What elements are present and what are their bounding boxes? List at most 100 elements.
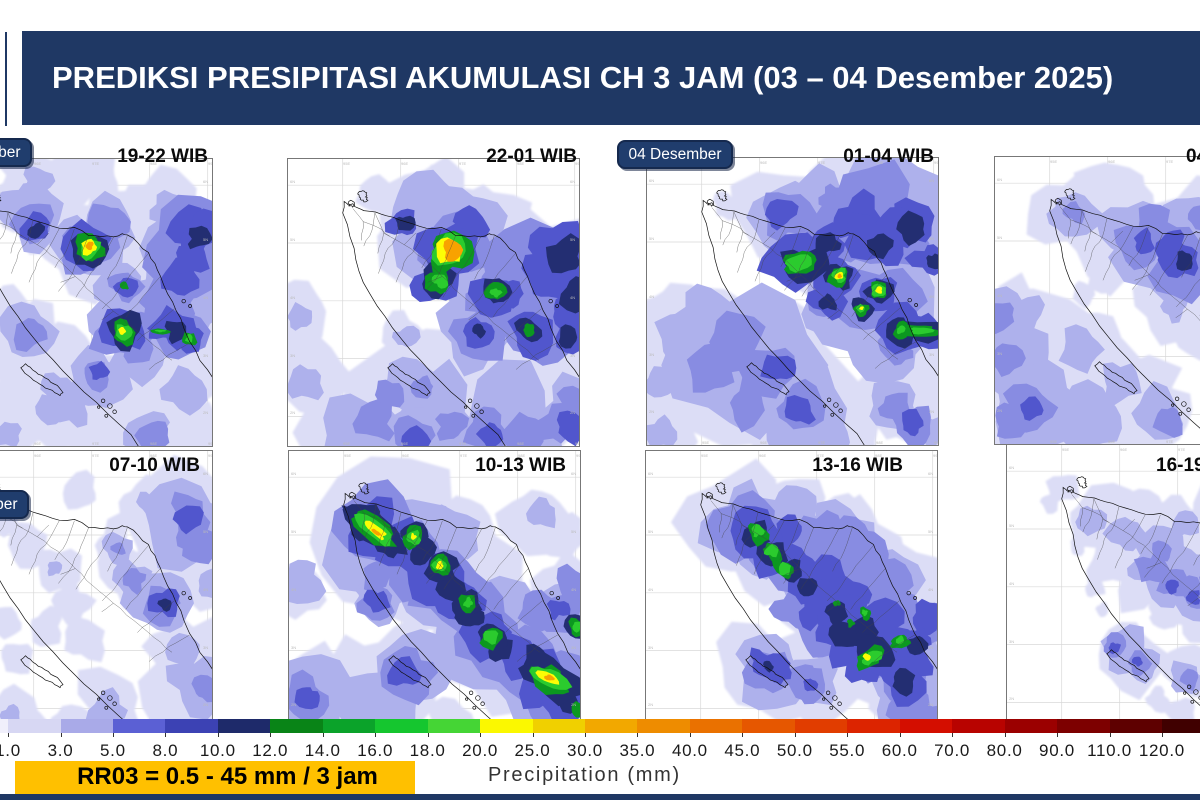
svg-text:95E: 95E: [343, 161, 350, 166]
svg-text:99E: 99E: [208, 161, 213, 166]
svg-text:6N: 6N: [928, 471, 933, 476]
svg-text:2N: 2N: [649, 409, 654, 414]
svg-text:95E: 95E: [702, 440, 709, 445]
svg-text:3N: 3N: [997, 351, 1002, 356]
svg-text:96E: 96E: [401, 441, 408, 446]
svg-text:6N: 6N: [997, 177, 1002, 182]
svg-text:3N: 3N: [203, 353, 208, 358]
svg-text:4N: 4N: [571, 587, 576, 592]
svg-text:98E: 98E: [518, 453, 525, 458]
svg-text:96E: 96E: [34, 161, 41, 166]
svg-text:99E: 99E: [575, 441, 580, 446]
svg-text:95E: 95E: [1050, 159, 1057, 164]
svg-text:96E: 96E: [401, 161, 408, 166]
svg-text:3N: 3N: [290, 353, 295, 358]
svg-text:95E: 95E: [1050, 439, 1057, 444]
svg-text:2N: 2N: [997, 408, 1002, 413]
svg-text:4N: 4N: [570, 295, 575, 300]
svg-text:5N: 5N: [997, 235, 1002, 240]
svg-text:2N: 2N: [291, 702, 296, 707]
svg-text:5N: 5N: [648, 529, 653, 534]
svg-text:99E: 99E: [576, 453, 581, 458]
svg-text:97E: 97E: [92, 441, 99, 446]
svg-text:98E: 98E: [150, 441, 157, 446]
svg-text:6N: 6N: [571, 471, 576, 476]
svg-text:96E: 96E: [402, 453, 409, 458]
svg-text:4N: 4N: [203, 295, 208, 300]
svg-text:3N: 3N: [928, 645, 933, 650]
svg-text:97E: 97E: [460, 453, 467, 458]
svg-text:96E: 96E: [759, 453, 766, 458]
svg-text:99E: 99E: [933, 453, 938, 458]
svg-text:3N: 3N: [571, 645, 576, 650]
svg-text:2N: 2N: [571, 702, 576, 707]
svg-text:6N: 6N: [203, 471, 208, 476]
svg-text:6N: 6N: [570, 179, 575, 184]
svg-text:3N: 3N: [291, 645, 296, 650]
svg-text:96E: 96E: [1108, 439, 1115, 444]
svg-text:2N: 2N: [570, 410, 575, 415]
svg-text:6N: 6N: [290, 179, 295, 184]
svg-text:4N: 4N: [290, 295, 295, 300]
svg-text:5N: 5N: [290, 237, 295, 242]
svg-text:5N: 5N: [571, 529, 576, 534]
svg-text:98E: 98E: [150, 161, 157, 166]
svg-text:6N: 6N: [929, 178, 934, 183]
svg-text:4N: 4N: [648, 587, 653, 592]
svg-text:5N: 5N: [649, 236, 654, 241]
svg-text:97E: 97E: [459, 441, 466, 446]
svg-text:98E: 98E: [517, 441, 524, 446]
svg-text:98E: 98E: [876, 160, 883, 165]
svg-text:96E: 96E: [760, 160, 767, 165]
svg-text:2N: 2N: [929, 409, 934, 414]
svg-text:97E: 97E: [818, 440, 825, 445]
svg-text:97E: 97E: [817, 453, 824, 458]
svg-text:97E: 97E: [1178, 447, 1185, 452]
svg-text:5N: 5N: [928, 529, 933, 534]
svg-text:5N: 5N: [929, 236, 934, 241]
svg-text:96E: 96E: [1108, 159, 1115, 164]
svg-text:97E: 97E: [459, 161, 466, 166]
svg-text:98E: 98E: [150, 453, 157, 458]
svg-text:96E: 96E: [34, 441, 41, 446]
svg-text:98E: 98E: [876, 440, 883, 445]
svg-text:4N: 4N: [997, 293, 1002, 298]
svg-text:6N: 6N: [1009, 465, 1014, 470]
svg-text:97E: 97E: [818, 160, 825, 165]
svg-text:2N: 2N: [928, 702, 933, 707]
svg-text:97E: 97E: [92, 161, 99, 166]
svg-text:99E: 99E: [934, 440, 939, 445]
svg-text:2N: 2N: [1009, 696, 1014, 701]
svg-text:4N: 4N: [203, 587, 208, 592]
svg-text:3N: 3N: [203, 645, 208, 650]
svg-text:4N: 4N: [929, 294, 934, 299]
svg-text:2N: 2N: [648, 702, 653, 707]
svg-text:3N: 3N: [929, 352, 934, 357]
svg-text:6N: 6N: [203, 179, 208, 184]
svg-text:4N: 4N: [649, 294, 654, 299]
svg-text:3N: 3N: [1009, 639, 1014, 644]
svg-text:3N: 3N: [570, 353, 575, 358]
svg-text:99E: 99E: [208, 441, 213, 446]
svg-text:5N: 5N: [291, 529, 296, 534]
svg-text:97E: 97E: [92, 453, 99, 458]
svg-text:95E: 95E: [1062, 447, 1069, 452]
svg-text:96E: 96E: [34, 453, 41, 458]
svg-text:99E: 99E: [934, 160, 939, 165]
svg-text:95E: 95E: [344, 453, 351, 458]
svg-text:5N: 5N: [203, 237, 208, 242]
svg-text:98E: 98E: [875, 453, 882, 458]
svg-text:96E: 96E: [760, 440, 767, 445]
svg-text:99E: 99E: [575, 161, 580, 166]
svg-text:98E: 98E: [517, 161, 524, 166]
svg-text:2N: 2N: [290, 410, 295, 415]
svg-text:6N: 6N: [648, 471, 653, 476]
svg-text:3N: 3N: [649, 352, 654, 357]
svg-text:2N: 2N: [203, 410, 208, 415]
svg-text:97E: 97E: [1166, 439, 1173, 444]
svg-text:5N: 5N: [203, 529, 208, 534]
svg-text:5N: 5N: [570, 237, 575, 242]
svg-text:95E: 95E: [343, 441, 350, 446]
svg-text:2N: 2N: [203, 702, 208, 707]
svg-text:3N: 3N: [648, 645, 653, 650]
